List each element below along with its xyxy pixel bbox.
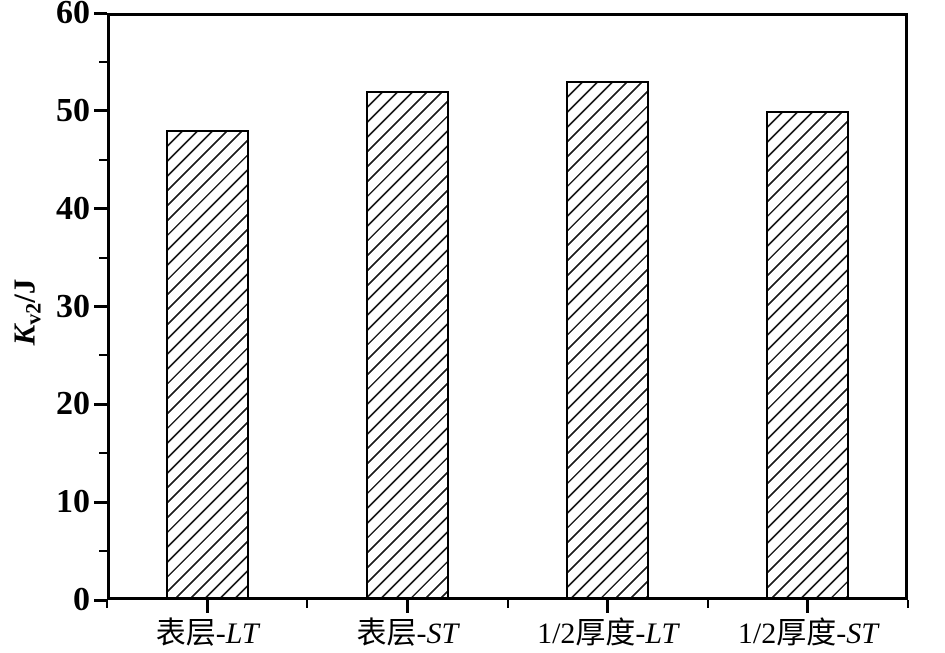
x-category-suffix: ST (426, 617, 459, 650)
x-category-prefix: 表层- (155, 617, 226, 650)
x-major-tick (205, 600, 209, 613)
y-major-tick (94, 305, 107, 308)
bar (365, 91, 449, 600)
y-axis-label-symbol: K (6, 324, 42, 346)
x-minor-tick (106, 600, 108, 608)
x-category-label: 表层-LT (87, 617, 327, 651)
y-major-tick (94, 500, 107, 504)
y-major-tick (94, 11, 107, 15)
y-minor-tick (99, 158, 107, 161)
y-tick-label: 40 (56, 189, 90, 227)
x-major-tick (806, 600, 810, 613)
x-minor-tick (907, 600, 909, 608)
bar (165, 130, 249, 600)
y-tick-label: 60 (56, 0, 90, 31)
x-category-suffix: LT (225, 617, 259, 650)
y-tick-label: 10 (56, 483, 90, 521)
x-minor-tick (706, 600, 709, 608)
x-category-label: 1/2厚度-LT (488, 617, 728, 651)
y-minor-tick (99, 256, 107, 259)
y-major-tick (94, 207, 107, 211)
x-category-label: 表层-ST (287, 617, 527, 651)
y-minor-tick (99, 550, 107, 553)
x-minor-tick (506, 600, 509, 608)
y-tick-label: 30 (56, 287, 90, 325)
y-major-tick (94, 109, 107, 113)
x-category-prefix: 表层- (356, 617, 427, 650)
y-minor-tick (99, 60, 107, 63)
x-minor-tick (306, 600, 309, 608)
y-tick-label: 0 (73, 581, 90, 618)
y-tick-label: 20 (56, 385, 90, 423)
bar (766, 110, 850, 600)
x-category-prefix: 1/2厚度- (537, 617, 646, 650)
x-major-tick (405, 600, 409, 613)
x-category-suffix: ST (846, 617, 878, 650)
y-tick-label: 50 (56, 91, 90, 129)
x-category-suffix: LT (645, 617, 679, 650)
x-category-prefix: 1/2厚度- (737, 617, 847, 650)
x-major-tick (606, 600, 610, 613)
y-minor-tick (99, 452, 107, 455)
y-major-tick (94, 598, 107, 602)
y-major-tick (94, 402, 107, 406)
y-minor-tick (99, 354, 107, 357)
bar (566, 81, 650, 600)
x-category-label: 1/2厚度-ST (688, 617, 928, 651)
